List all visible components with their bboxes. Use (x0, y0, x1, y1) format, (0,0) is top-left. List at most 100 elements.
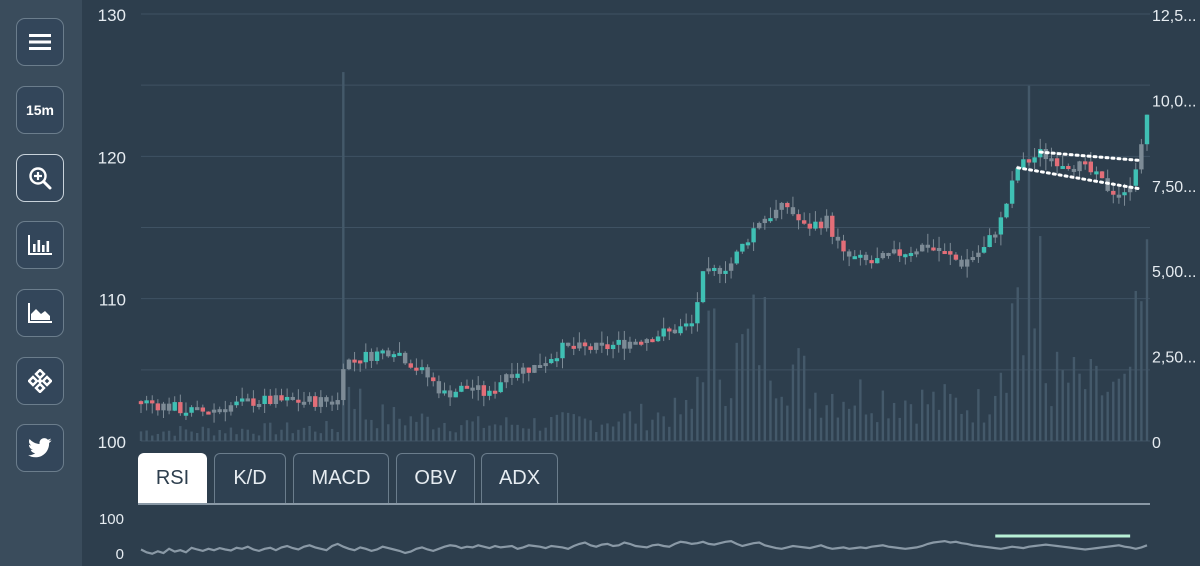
volume-bar (1095, 365, 1098, 441)
candle-body (476, 385, 481, 390)
twitter-button[interactable] (16, 424, 64, 472)
candle-body (830, 215, 835, 237)
volume-bar (510, 424, 514, 441)
volume-bar (819, 417, 823, 441)
volume-bar (285, 422, 289, 441)
candle-body (599, 342, 605, 346)
candle-body (622, 339, 627, 349)
candle-body (262, 395, 267, 405)
tab-obv[interactable]: OBV (396, 453, 475, 503)
volume-bar (752, 294, 755, 441)
volume-bar (628, 411, 632, 441)
volume-bar (870, 413, 873, 441)
volume-bar (527, 428, 530, 441)
candle-body (498, 382, 503, 393)
candle-body (380, 350, 385, 354)
candle-body (520, 367, 526, 374)
tab-macd[interactable]: MACD (293, 453, 389, 503)
binance-logo-icon (28, 369, 52, 393)
volume-bar (566, 412, 570, 441)
candle-body (970, 257, 975, 261)
volume-bar (982, 422, 986, 441)
candle-body (813, 221, 818, 229)
volume-bar (656, 412, 660, 441)
bar-chart-button[interactable] (16, 221, 64, 269)
volume-bar (375, 428, 379, 441)
volume-bar (831, 393, 834, 441)
candle-body (329, 401, 335, 405)
candle-body (1099, 171, 1105, 179)
grid-lines (141, 13, 1150, 442)
candle-body (138, 401, 144, 405)
rsi-panel: 0 100 (99, 511, 1148, 563)
volume-bar (994, 395, 997, 441)
zoom-button[interactable] (16, 154, 64, 202)
volume-bar (808, 408, 811, 441)
trend-line (1016, 166, 1143, 191)
volume-bar (471, 421, 474, 441)
timeframe-button[interactable]: 15m (16, 86, 64, 134)
binance-button[interactable] (16, 357, 64, 405)
volume-bar (151, 435, 154, 441)
timeframe-label: 15m (25, 102, 55, 118)
candlesticks (138, 114, 1150, 423)
volume-bar (802, 355, 806, 441)
candle-body (993, 234, 998, 238)
volume-bar (937, 409, 941, 441)
candle-body (627, 341, 633, 349)
volume-bar (1072, 357, 1076, 441)
candle-body (453, 391, 458, 398)
volume-bar (190, 431, 193, 441)
volume-bar (1067, 382, 1070, 441)
volume-bar (274, 434, 278, 441)
volume-bar (954, 397, 958, 441)
menu-button[interactable] (16, 18, 64, 66)
volume-bar (162, 431, 165, 441)
tab-adx[interactable]: ADX (481, 453, 558, 503)
volume-bar (920, 389, 924, 441)
candle-body (1122, 192, 1127, 196)
candle-body (239, 398, 245, 402)
candle-body (1144, 114, 1150, 145)
candle-body (717, 267, 723, 274)
candle-body (155, 403, 161, 411)
volume-bar (639, 403, 643, 441)
volume-bar (1083, 389, 1087, 441)
candle-body (976, 252, 981, 258)
candle-body (1021, 159, 1026, 169)
candle-body (1043, 148, 1049, 160)
candle-body (762, 218, 768, 224)
candle-body (796, 214, 801, 221)
volume-bar (634, 423, 637, 441)
tab-rsi[interactable]: RSI (138, 453, 207, 503)
rsi-tick-label: 100 (99, 511, 124, 528)
volume-bar (257, 435, 261, 441)
candle-body (526, 367, 531, 373)
candle-body (318, 397, 324, 407)
candle-body (228, 405, 234, 412)
volume-bar (432, 429, 435, 441)
candle-body (605, 344, 610, 350)
candle-body (953, 254, 959, 260)
volume-tick-label: 12,5... (1152, 8, 1196, 25)
volume-bar (977, 389, 980, 441)
volume-bar (859, 379, 862, 441)
candle-body (419, 367, 425, 371)
volume-bar (1089, 358, 1092, 441)
volume-bar (415, 421, 418, 441)
candle-body (667, 328, 672, 332)
volume-bar (235, 434, 238, 441)
candle-body (785, 202, 790, 208)
volume-bar (735, 342, 738, 441)
candle-body (256, 404, 262, 408)
volume-bar (302, 427, 306, 441)
candle-body (290, 396, 295, 400)
area-chart-button[interactable] (16, 289, 64, 337)
candle-body (908, 253, 914, 257)
candle-body (880, 253, 886, 259)
tab-kd[interactable]: K/D (214, 453, 286, 503)
tab-label: RSI (155, 467, 190, 489)
candle-body (1082, 161, 1088, 165)
volume-bar (1055, 351, 1059, 441)
